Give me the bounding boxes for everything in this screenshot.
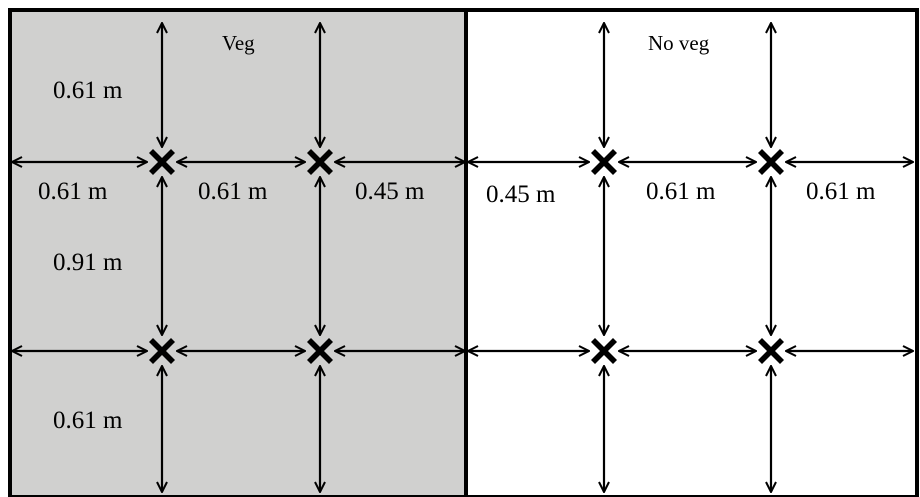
dim-noveg-h3: 0.61 m	[806, 178, 876, 205]
dim-veg-bottom-vertical: 0.61 m	[53, 407, 123, 434]
dim-noveg-h2: 0.61 m	[646, 178, 716, 205]
dim-veg-h2: 0.61 m	[198, 178, 268, 205]
no-veg-panel	[464, 8, 919, 497]
dim-veg-top-vertical: 0.61 m	[53, 77, 123, 104]
dim-veg-mid-vertical: 0.91 m	[53, 249, 123, 276]
dim-noveg-h1: 0.45 m	[486, 181, 556, 208]
veg-panel	[8, 8, 468, 497]
dim-veg-h3: 0.45 m	[355, 178, 425, 205]
no-veg-label: No veg	[648, 31, 710, 55]
dim-veg-h1: 0.61 m	[38, 178, 108, 205]
veg-label: Veg	[222, 31, 255, 55]
